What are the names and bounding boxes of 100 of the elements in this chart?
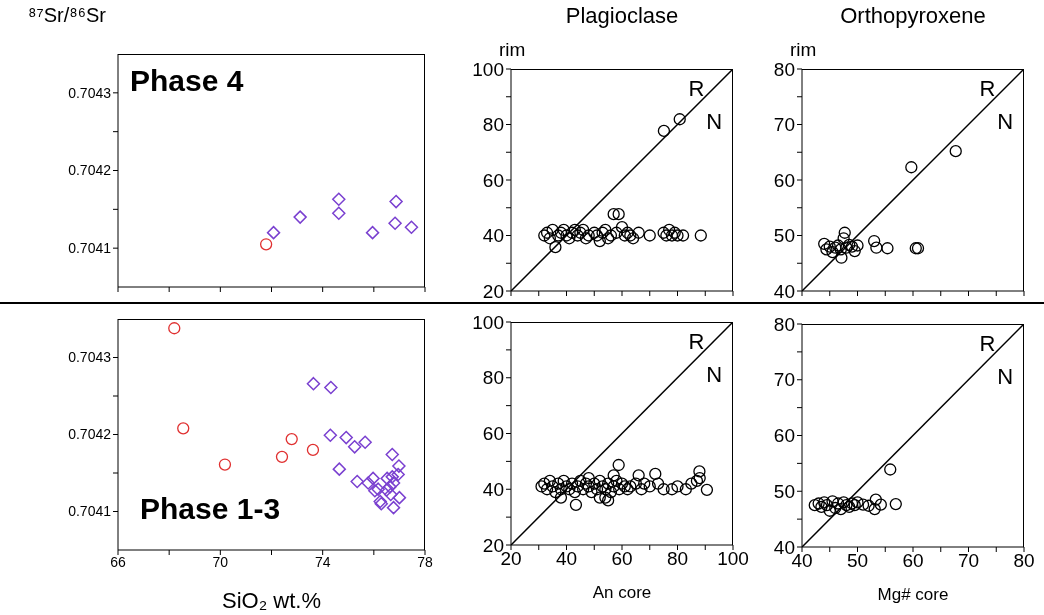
point [610,226,623,239]
annotation: N [706,362,723,389]
y-tick-label: 40 [773,280,795,302]
y-tick-label: 80 [482,114,504,136]
point [632,226,645,239]
point [818,237,831,250]
point [389,194,403,209]
point [323,428,338,443]
point [568,485,581,499]
annotation: Phase 1-3 [140,492,281,526]
point [815,500,828,514]
point [870,241,883,254]
x-tick-label: 60 [611,548,633,570]
y-tick-label: 60 [773,425,795,447]
point [635,483,648,496]
annotation: N [997,108,1014,135]
point [379,483,394,497]
y-axis-title: rim [499,39,526,61]
point [168,322,181,335]
point [613,483,626,496]
point [332,192,346,206]
point [549,241,562,254]
y-tick-label: 40 [482,478,504,500]
point [615,221,629,234]
point [388,216,402,231]
point [365,225,380,240]
point [856,498,870,511]
point [571,480,584,493]
point [869,493,882,506]
y-tick-label: 60 [773,169,795,191]
y-tick-label: 60 [482,423,504,445]
point [632,469,645,482]
y-tick-label: 60 [482,169,504,191]
y-axis-title: ⁸⁷Sr/⁸⁶Sr [28,4,106,27]
point [663,223,676,237]
x-axis-title: An core [591,583,653,603]
point [612,458,625,472]
point [834,502,847,516]
point [676,229,690,242]
point [347,440,362,454]
point [392,490,407,505]
chart-title: Plagioclase [564,3,680,29]
point [612,207,625,221]
point [665,483,679,496]
point [306,443,320,457]
point [590,483,604,496]
point [835,251,848,264]
point [826,495,839,508]
x-tick-label: 66 [110,553,126,570]
point [366,471,380,486]
point [949,144,962,158]
point [383,487,398,502]
point [808,499,821,512]
x-tick-label: 80 [666,548,689,570]
y-tick-label: 0.7043 [68,84,112,101]
point [874,498,887,511]
point [651,477,665,490]
point [673,113,686,126]
x-tick-label: 70 [957,550,980,572]
x-tick-label: 100 [717,548,749,570]
point [554,491,568,504]
point [607,469,620,482]
point [275,450,289,463]
x-tick-label: 60 [902,550,924,572]
point [610,474,623,488]
y-tick-label: 80 [773,58,795,80]
point [837,232,850,245]
point [552,477,565,490]
x-tick-label: 70 [212,553,229,570]
annotation: R [688,75,705,102]
point [593,491,606,504]
y-tick-label: 70 [773,369,795,391]
annotation: N [706,108,723,135]
point [826,246,839,259]
y-tick-label: 80 [773,313,795,335]
point [593,234,606,248]
point [358,435,372,449]
point [332,462,347,476]
point [588,477,601,490]
point [831,497,845,510]
annotation: Phase 4 [130,64,244,98]
x-axis-title: SiO₂ wt.% [221,588,322,614]
point [694,229,707,242]
y-tick-label: 0.7041 [68,503,112,520]
point [601,477,615,490]
point [607,480,620,493]
point [404,220,419,234]
y-tick-label: 0.7042 [68,162,112,179]
point [657,124,671,138]
point [881,242,894,255]
point [823,504,836,517]
point [671,480,684,493]
point [593,474,606,488]
point [569,498,583,512]
point [851,239,864,252]
x-tick-label: 74 [314,553,331,570]
point [679,483,692,496]
point [582,471,595,485]
point [285,432,298,446]
annotation: R [979,330,996,357]
